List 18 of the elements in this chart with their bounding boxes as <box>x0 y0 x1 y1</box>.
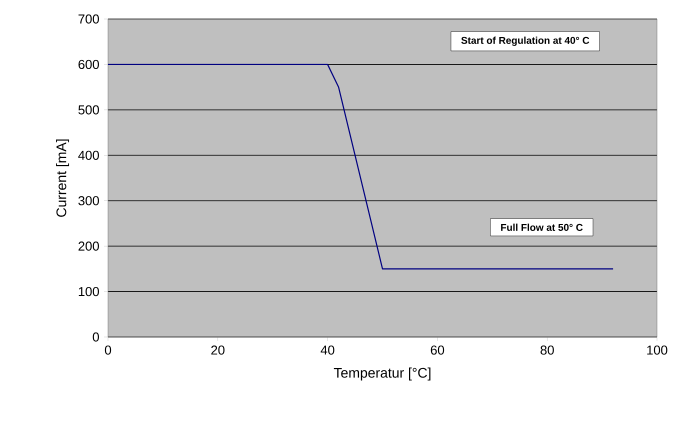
y-tick-label: 200 <box>78 242 99 251</box>
annotation: Start of Regulation at 40° C <box>461 36 590 46</box>
y-tick-label: 700 <box>78 14 99 24</box>
x-axis-title: Temperatur [°C] <box>334 368 430 381</box>
y-axis-title: Current [mA] <box>56 139 70 217</box>
y-tick-label: 100 <box>78 286 99 296</box>
x-tick-label: 40 <box>320 346 334 355</box>
y-tick-label: 500 <box>78 105 99 114</box>
y-tick-label: 600 <box>78 60 99 70</box>
x-tick-label: 60 <box>430 346 444 355</box>
x-tick-label: 0 <box>104 346 112 355</box>
x-tick-label: 80 <box>540 346 554 355</box>
x-tick-label: 100 <box>647 346 668 355</box>
y-tick-label: 0 <box>92 332 99 342</box>
x-tick-label: 20 <box>211 346 224 355</box>
annotation: Full Flow at 50° C <box>501 224 583 231</box>
y-tick-label: 400 <box>78 150 99 160</box>
y-tick-label: 300 <box>78 196 99 206</box>
